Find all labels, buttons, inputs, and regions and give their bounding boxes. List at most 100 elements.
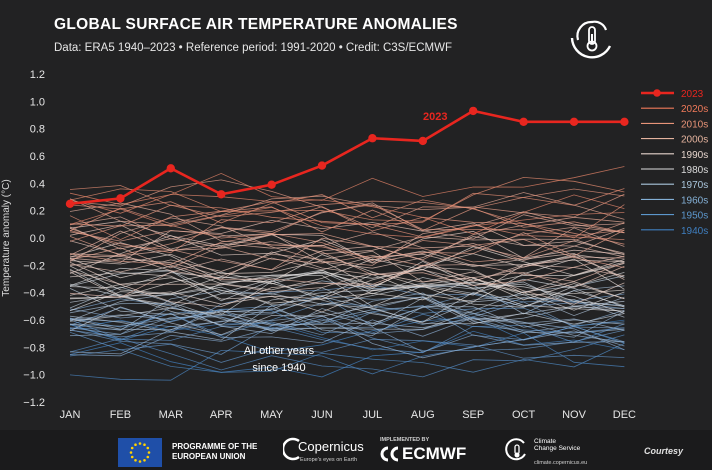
background-year-line xyxy=(69,334,625,378)
background-year-line xyxy=(69,206,625,254)
eu-star-icon xyxy=(138,442,142,445)
y-tick-label: 0.0 xyxy=(30,233,45,245)
background-year-line xyxy=(69,224,625,269)
background-year-line xyxy=(69,206,625,239)
background-year-line xyxy=(69,294,625,333)
background-year-line xyxy=(69,219,625,263)
x-tick-label: NOV xyxy=(562,409,587,421)
eu-star-icon xyxy=(134,443,137,447)
x-tick-label: DEC xyxy=(613,409,636,421)
background-year-line xyxy=(69,176,625,222)
background-years-lines xyxy=(69,166,625,381)
legend-entry-1950s: 1950s xyxy=(681,211,708,222)
legend-entry-1990s: 1990s xyxy=(681,150,708,161)
legend-entry-2023: 2023 xyxy=(681,89,704,100)
ecmwf-wordmark: ECMWF xyxy=(402,444,467,463)
background-year-line xyxy=(69,277,625,304)
background-year-line xyxy=(69,229,625,259)
background-year-line xyxy=(69,227,625,268)
copernicus-wordmark: Copernicus xyxy=(298,439,364,454)
background-year-line xyxy=(69,269,625,312)
legend-entry-2020s: 2020s xyxy=(681,104,708,115)
chart-title: GLOBAL SURFACE AIR TEMPERATURE ANOMALIES xyxy=(54,16,458,33)
point-2023-dec xyxy=(620,117,629,127)
eu-programme-text: PROGRAMME OF THE EUROPEAN UNION xyxy=(172,442,257,462)
y-axis: 1.2 1.0 0.8 0.6 0.4 0.2 0.0 −0.2 −0.4 −0.6 −0.8 −1.… xyxy=(23,69,45,409)
point-2023-apr xyxy=(217,190,226,199)
eu-star-icon xyxy=(129,451,133,454)
background-year-line xyxy=(69,216,625,271)
point-2023-mar xyxy=(166,164,175,173)
series-line-2023 xyxy=(69,109,625,206)
background-year-line xyxy=(69,268,625,316)
y-tick-label: −0.8 xyxy=(23,342,45,354)
point-2023-jun xyxy=(317,161,327,170)
legend-entry-1940s: 1940s xyxy=(681,226,708,237)
legend-entry-1970s: 1970s xyxy=(681,180,708,191)
background-year-line xyxy=(69,222,625,265)
background-year-line xyxy=(69,192,625,226)
eu-star-icon xyxy=(134,458,137,462)
y-tick-label: −0.6 xyxy=(23,315,45,327)
series-label-2023: 2023 xyxy=(423,111,447,123)
chart-panel: GLOBAL SURFACE AIR TEMPERATURE ANOMALIES… xyxy=(1,16,709,421)
ecmwf-logo-icon xyxy=(380,446,399,462)
background-year-line xyxy=(69,302,625,335)
background-year-line xyxy=(69,281,625,326)
ecmwf-implemented-by: IMPLEMENTED BY xyxy=(380,437,430,443)
y-tick-label: 0.6 xyxy=(30,151,45,163)
x-tick-label: OCT xyxy=(512,409,536,421)
y-tick-label: −0.4 xyxy=(23,288,45,300)
background-year-line xyxy=(69,343,625,373)
background-year-line xyxy=(69,250,625,288)
highlight-series-2023: 2023 xyxy=(65,106,629,209)
c3s-line1: Climate xyxy=(534,438,557,445)
y-tick-label: 1.2 xyxy=(30,69,45,81)
x-tick-label: JAN xyxy=(60,409,81,421)
point-2023-sep xyxy=(469,106,478,116)
eu-star-icon xyxy=(138,460,142,463)
background-year-line xyxy=(69,194,625,239)
background-year-line xyxy=(69,235,625,274)
background-year-line xyxy=(69,331,625,363)
legend-marker xyxy=(653,89,661,97)
background-year-line xyxy=(69,258,625,303)
eu-star-icon xyxy=(147,451,151,454)
point-2023-nov xyxy=(569,117,579,127)
background-year-line xyxy=(69,326,625,357)
x-tick-label: MAR xyxy=(159,409,184,421)
background-year-line xyxy=(69,261,625,308)
point-2023-jul xyxy=(368,134,377,143)
eu-star-icon xyxy=(130,455,134,459)
c3s-text: Climate Change Service xyxy=(534,438,580,452)
eu-flag-icon xyxy=(118,438,162,467)
background-year-line xyxy=(69,179,625,229)
y-axis-label: Temperature anomaly (°C) xyxy=(1,179,12,296)
courtesy-label: Courtesy xyxy=(644,446,684,456)
background-year-line xyxy=(69,166,625,205)
copernicus-tagline: Europe's eyes on Earth xyxy=(300,457,358,463)
background-annotation-line1: All other years xyxy=(244,345,315,357)
legend-entry-1960s: 1960s xyxy=(681,195,708,206)
x-tick-label: JUN xyxy=(311,409,332,421)
background-year-line xyxy=(69,292,625,334)
point-2023-feb xyxy=(116,194,125,203)
eu-star-icon xyxy=(143,443,146,447)
background-year-line xyxy=(69,272,625,313)
background-year-line xyxy=(69,193,625,235)
background-year-line xyxy=(69,201,625,241)
x-tick-label: MAY xyxy=(260,409,284,421)
background-year-line xyxy=(69,287,625,323)
c3s-line2: Change Service xyxy=(534,445,581,452)
climate-thermometer-logo-icon xyxy=(570,20,612,59)
background-year-line xyxy=(69,314,625,359)
background-year-line xyxy=(69,259,625,305)
y-tick-label: 0.8 xyxy=(30,124,45,136)
eu-star-icon xyxy=(146,446,150,450)
background-year-line xyxy=(69,330,625,378)
y-tick-label: −0.2 xyxy=(23,260,45,272)
background-year-line xyxy=(69,296,625,343)
x-tick-label: FEB xyxy=(110,409,131,421)
point-2023-aug xyxy=(418,136,427,146)
y-tick-label: −1.2 xyxy=(23,397,45,409)
